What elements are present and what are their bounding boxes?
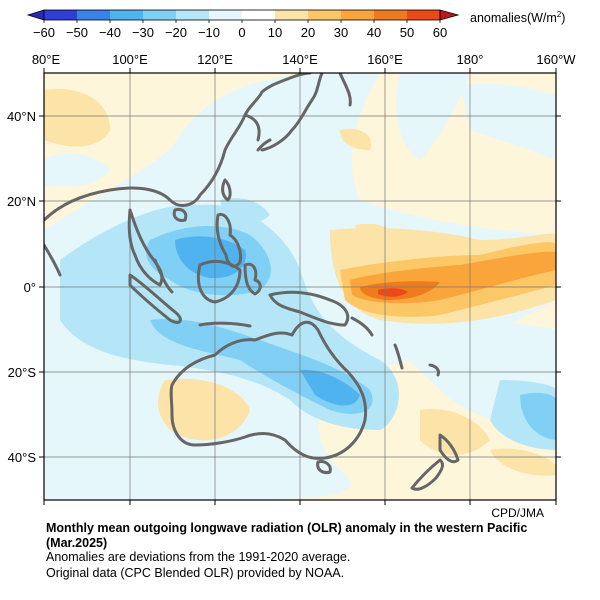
indochina-coast (127, 208, 164, 287)
lon-label-80e: 80°E (32, 52, 61, 67)
tasmania-coast (316, 460, 332, 474)
colorbar-tick-label: 0 (238, 25, 245, 40)
colorbar-low-arrow (26, 9, 45, 21)
colorbar-seg-6 (242, 10, 275, 20)
new-zealand-south (410, 458, 445, 491)
korea-coast (243, 113, 261, 142)
java-coast (198, 321, 252, 328)
colorbar-tick-label: 30 (334, 25, 348, 40)
colorbar-seg-3 (143, 10, 176, 20)
anomaly-field (44, 73, 556, 500)
sumatra-coast (128, 273, 182, 324)
lat-label-40s: 40°S (8, 450, 37, 465)
malay-peninsula (153, 258, 174, 294)
borneo-coast (196, 259, 242, 304)
lon-label-140e: 140°E (282, 52, 318, 67)
lat-label-20s: 20°S (8, 365, 37, 380)
colorbar-seg-5 (209, 10, 242, 20)
colorbar-seg-0 (44, 10, 77, 20)
taiwan-coast (221, 178, 232, 202)
new-guinea-coast (268, 290, 350, 327)
colorbar-seg-8 (308, 10, 341, 20)
colorbar-tick-label: 60 (433, 25, 447, 40)
colorbar-tick-label: −30 (132, 25, 154, 40)
japan-south (256, 138, 272, 152)
axis-ticks (39, 68, 561, 505)
caption-line-2: Original data (CPC Blended OLR) provided… (46, 566, 345, 580)
india-east (44, 243, 62, 277)
lon-label-180: 180° (457, 52, 484, 67)
colorbar-tick-label: −10 (198, 25, 220, 40)
lon-label-100e: 100°E (112, 52, 148, 67)
sulawesi-coast (243, 262, 262, 296)
colorbar-tick-label: 50 (400, 25, 414, 40)
caption-line-1: Anomalies are deviations from the 1991-2… (46, 550, 351, 564)
colorbar-seg-1 (77, 10, 110, 20)
units-text: anomalies(W/m (470, 11, 557, 26)
new-zealand-north (438, 433, 460, 464)
gridlines (44, 73, 556, 500)
colorbar-seg-2 (110, 10, 143, 20)
colorbar-seg-9 (341, 10, 374, 20)
lat-label-0: 0° (24, 280, 36, 295)
colorbar: −60 −50 −40 −30 −20 −10 0 10 20 30 40 50 60 (26, 9, 460, 40)
lat-label-40n: 40°N (7, 109, 36, 124)
kamchatka-coast (338, 73, 352, 107)
caption-title: Monthly mean outgoing longwave radiation… (46, 521, 528, 550)
lon-label-160w: 160°W (536, 52, 576, 67)
fiji-islands (428, 363, 440, 377)
colorbar-seg-7 (275, 10, 308, 20)
lat-label-20n: 20°N (7, 194, 36, 209)
colorbar-seg-11 (407, 10, 440, 20)
units-label: anomalies(W/m2) (470, 10, 565, 25)
philippines-coast (215, 212, 242, 268)
colorbar-tick-label: −20 (165, 25, 187, 40)
colorbar-tick-label: 10 (268, 25, 282, 40)
japan-coast (260, 73, 324, 152)
colorbar-high-arrow (439, 9, 460, 21)
lon-label-120e: 120°E (197, 52, 233, 67)
colorbar-tick-label: −60 (33, 25, 55, 40)
colorbar-seg-10 (374, 10, 407, 20)
units-close: ) (561, 11, 566, 26)
colorbar-tick-label: −50 (66, 25, 88, 40)
vanuatu-islands (393, 343, 404, 370)
asia-coast (44, 73, 312, 222)
colorbar-seg-4 (176, 10, 209, 20)
coastlines (44, 73, 460, 491)
colorbar-tick-label: −40 (99, 25, 121, 40)
units-superscript: 2 (556, 10, 562, 19)
colorbar-tick-label: 40 (367, 25, 381, 40)
hainan-coast (172, 208, 188, 222)
lon-label-160e: 160°E (367, 52, 403, 67)
colorbar-tick-label: 20 (301, 25, 315, 40)
solomon-islands (350, 316, 374, 337)
credit-label: CPD/JMA (491, 506, 544, 520)
australia-coast (169, 320, 368, 460)
